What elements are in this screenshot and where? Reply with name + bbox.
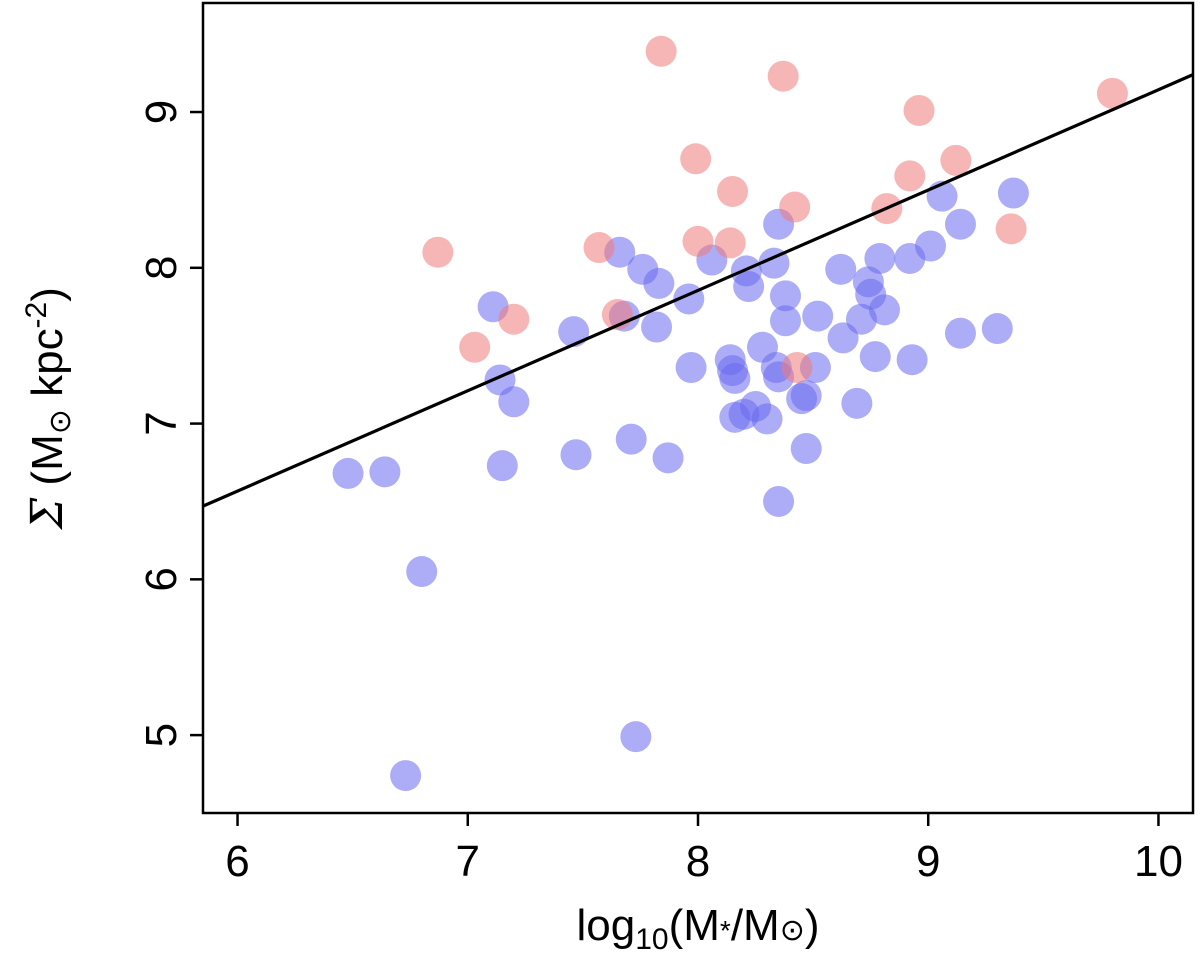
red-point-7 [682,225,714,257]
blue-point-39 [790,380,822,412]
blue-point-49 [859,341,891,373]
blue-point-54 [915,230,947,262]
x-axis-title: log10(M*/M⊙) [577,901,820,956]
blue-point-59 [997,177,1029,209]
blue-point-17 [652,442,684,474]
x-tick-label-9: 9 [916,837,940,886]
blue-point-45 [841,387,873,419]
x-tick-label-7: 7 [456,837,480,886]
red-point-14 [894,160,926,192]
blue-point-15 [641,311,673,343]
blue-point-0 [332,457,364,489]
fit-line [202,73,1194,508]
blue-point-36 [769,280,801,312]
red-point-5 [645,35,677,67]
y-tick-label-9: 9 [137,100,186,124]
blue-point-30 [751,403,783,435]
red-point-18 [1096,77,1128,109]
blue-point-9 [560,439,592,471]
blue-point-19 [675,352,707,383]
blue-point-56 [944,208,976,240]
y-tick-label-6: 6 [137,567,186,591]
y-tick-label-5: 5 [137,723,186,747]
blue-point-23 [719,362,751,394]
blue-point-50 [864,242,896,274]
blue-point-57 [944,317,976,349]
y-tick-label-8: 8 [137,256,186,280]
red-point-15 [903,94,935,126]
red-point-10 [767,60,799,92]
x-tick-label-8: 8 [686,837,710,886]
red-point-8 [714,227,746,259]
red-point-2 [498,303,530,335]
blue-point-2 [390,760,422,792]
red-point-3 [583,232,615,264]
blue-point-12 [615,423,647,455]
y-axis-title: Σ (M⊙ kpc-2) [20,287,77,531]
points-layer [332,35,1128,792]
x-tick-label-6: 6 [225,837,249,886]
blue-point-51 [868,294,900,326]
plot-frame [201,1,1195,815]
blue-point-53 [896,344,928,376]
red-point-17 [995,213,1027,245]
blue-point-1 [369,456,401,488]
red-point-16 [940,144,972,176]
blue-point-43 [825,253,857,285]
blue-point-7 [498,386,530,418]
blue-point-16 [643,267,675,299]
blue-point-40 [790,433,822,464]
blue-point-8 [558,316,590,348]
blue-point-6 [486,450,518,482]
blue-point-27 [733,271,765,302]
blue-point-13 [620,721,652,753]
red-point-0 [422,236,454,268]
red-point-9 [717,175,749,207]
red-point-11 [779,191,811,223]
blue-point-34 [763,485,795,517]
y-tick-label-7: 7 [137,411,186,435]
x-axis: 6 7 8 9 10 [225,813,1183,886]
blue-point-58 [981,313,1013,345]
blue-point-42 [802,300,834,332]
red-point-1 [459,331,491,363]
x-tick-label-10: 10 [1134,837,1183,886]
blue-point-37 [769,305,801,337]
blue-point-3 [406,556,438,588]
red-point-6 [680,143,712,175]
y-axis: 5 6 7 8 9 [137,100,203,747]
red-point-12 [781,352,813,383]
